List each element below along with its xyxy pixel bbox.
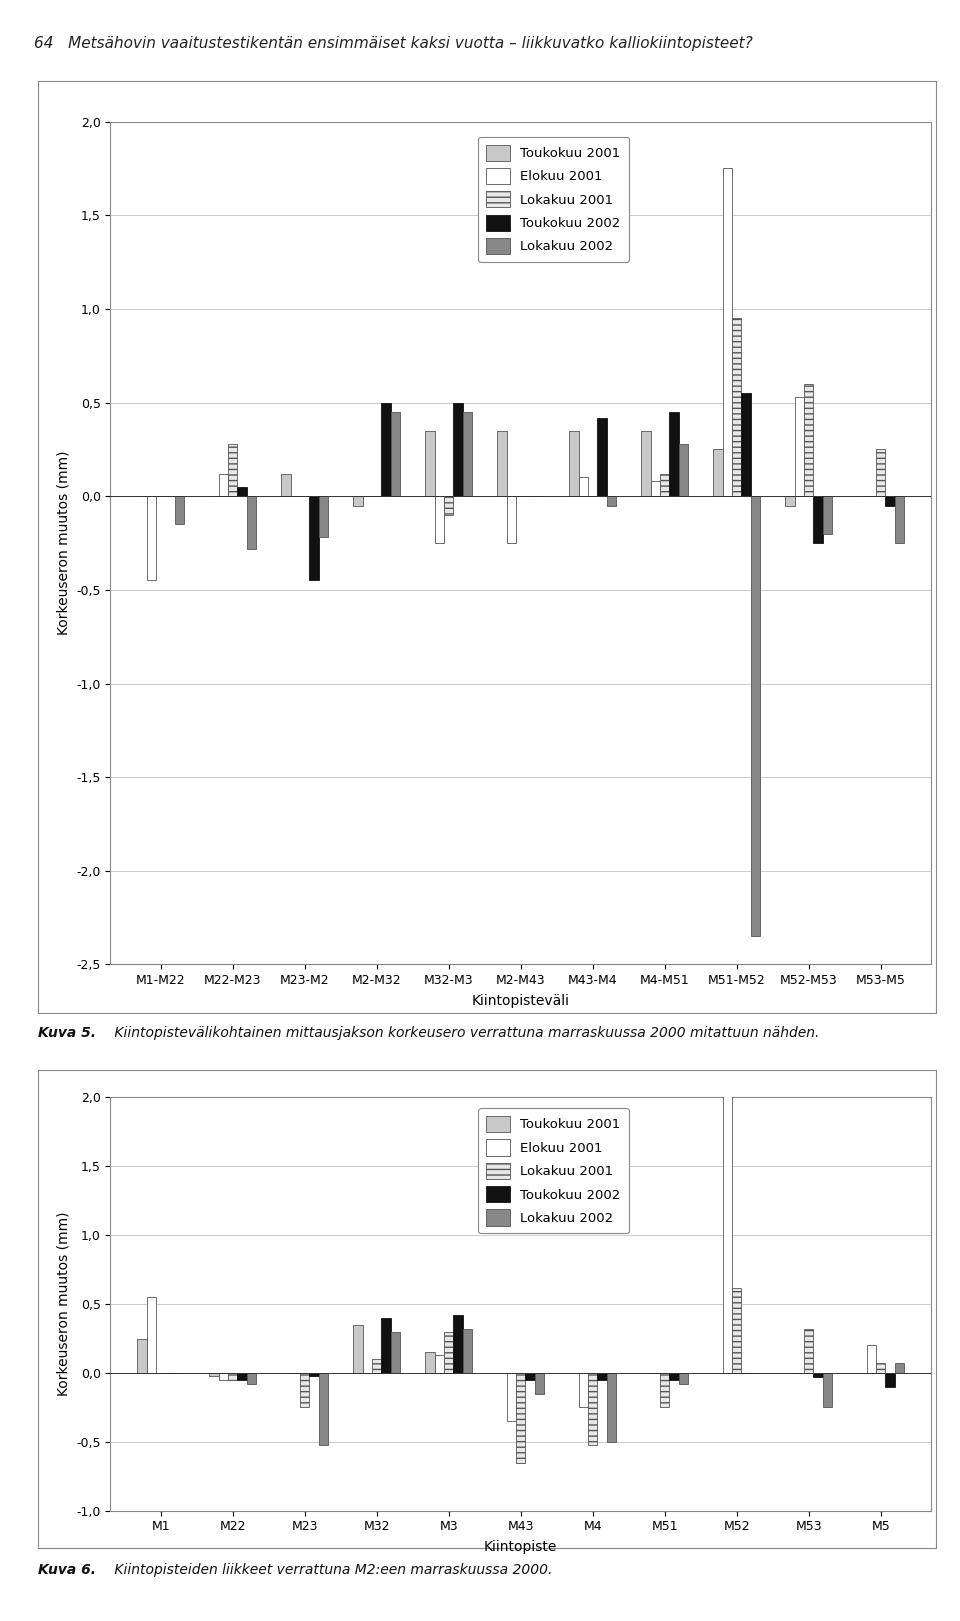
Bar — [209, 1373, 219, 1376]
Bar — [237, 486, 247, 496]
Legend: Toukokuu 2001, Elokuu 2001, Lokakuu 2001, Toukokuu 2002, Lokakuu 2002: Toukokuu 2001, Elokuu 2001, Lokakuu 2001… — [478, 136, 629, 263]
Bar — [219, 1373, 228, 1379]
Bar — [228, 444, 237, 496]
Text: Kuva 5.: Kuva 5. — [38, 1026, 96, 1041]
Bar — [741, 394, 751, 496]
Bar — [813, 1373, 823, 1378]
Bar — [147, 496, 156, 580]
Bar — [823, 1373, 832, 1407]
Bar — [895, 496, 904, 543]
Bar — [867, 1345, 876, 1373]
Bar — [569, 431, 579, 496]
Bar — [372, 1358, 381, 1373]
Bar — [651, 481, 660, 496]
Bar — [723, 1091, 732, 1373]
Bar — [669, 1373, 679, 1379]
Bar — [228, 1373, 237, 1379]
Bar — [660, 1373, 669, 1407]
Y-axis label: Korkeuseron muutos (mm): Korkeuseron muutos (mm) — [57, 1213, 71, 1396]
Bar — [895, 1363, 904, 1373]
Bar — [679, 1373, 688, 1384]
Bar — [660, 473, 669, 496]
Bar — [804, 1329, 813, 1373]
Bar — [525, 1373, 535, 1379]
Bar — [669, 412, 679, 496]
Legend: Toukokuu 2001, Elokuu 2001, Lokakuu 2001, Toukokuu 2002, Lokakuu 2002: Toukokuu 2001, Elokuu 2001, Lokakuu 2001… — [478, 1109, 629, 1234]
Bar — [353, 496, 363, 506]
Bar — [732, 1287, 741, 1373]
Bar — [795, 397, 804, 496]
X-axis label: Kiintopisteväli: Kiintopisteväli — [471, 994, 570, 1008]
Bar — [876, 449, 885, 496]
Bar — [579, 1373, 588, 1407]
Bar — [723, 169, 732, 496]
Bar — [444, 496, 453, 515]
Bar — [391, 412, 400, 496]
Bar — [463, 1329, 472, 1373]
Bar — [435, 1355, 444, 1373]
Bar — [732, 318, 741, 496]
Bar — [137, 1339, 147, 1373]
Bar — [381, 402, 391, 496]
Bar — [309, 496, 319, 580]
Bar — [300, 1373, 309, 1407]
Bar — [147, 1297, 156, 1373]
Bar — [425, 1352, 435, 1373]
Bar — [823, 496, 832, 533]
Bar — [247, 496, 256, 548]
Bar — [319, 1373, 328, 1444]
Bar — [507, 496, 516, 543]
Bar — [876, 1363, 885, 1373]
Bar — [219, 473, 228, 496]
Bar — [444, 1332, 453, 1373]
Bar — [319, 496, 328, 538]
Text: Kuva 6.: Kuva 6. — [38, 1563, 96, 1577]
Bar — [607, 1373, 616, 1443]
Bar — [507, 1373, 516, 1422]
Bar — [453, 402, 463, 496]
Bar — [785, 496, 795, 506]
Text: 64   Metsähovin vaaitustestikentän ensimmäiset kaksi vuotta – liikkuvatko kallio: 64 Metsähovin vaaitustestikentän ensimmä… — [34, 36, 753, 50]
Bar — [497, 431, 507, 496]
Bar — [516, 1373, 525, 1462]
Bar — [679, 444, 688, 496]
Text: Kiintopisteiden liikkeet verrattuna M2:een marraskuussa 2000.: Kiintopisteiden liikkeet verrattuna M2:e… — [110, 1563, 553, 1577]
Bar — [813, 496, 823, 543]
Bar — [463, 412, 472, 496]
Bar — [597, 1373, 607, 1379]
Bar — [751, 496, 760, 937]
Bar — [453, 1315, 463, 1373]
Bar — [353, 1324, 363, 1373]
Bar — [597, 418, 607, 496]
Bar — [579, 478, 588, 496]
Bar — [641, 431, 651, 496]
Bar — [885, 496, 895, 506]
Bar — [281, 473, 291, 496]
Bar — [435, 496, 444, 543]
Bar — [425, 431, 435, 496]
Bar — [713, 449, 723, 496]
Bar — [588, 1373, 597, 1444]
Bar — [237, 1373, 247, 1379]
Bar — [804, 384, 813, 496]
Bar — [607, 496, 616, 506]
Text: Kiintopistevälikohtainen mittausjakson korkeusero verrattuna marraskuussa 2000 m: Kiintopistevälikohtainen mittausjakson k… — [110, 1026, 820, 1041]
X-axis label: Kiintopiste: Kiintopiste — [484, 1540, 558, 1555]
Y-axis label: Korkeuseron muutos (mm): Korkeuseron muutos (mm) — [57, 451, 71, 635]
Bar — [535, 1373, 544, 1394]
Bar — [391, 1332, 400, 1373]
Bar — [381, 1318, 391, 1373]
Bar — [309, 1373, 319, 1376]
Bar — [885, 1373, 895, 1388]
Bar — [175, 496, 184, 524]
Bar — [247, 1373, 256, 1384]
